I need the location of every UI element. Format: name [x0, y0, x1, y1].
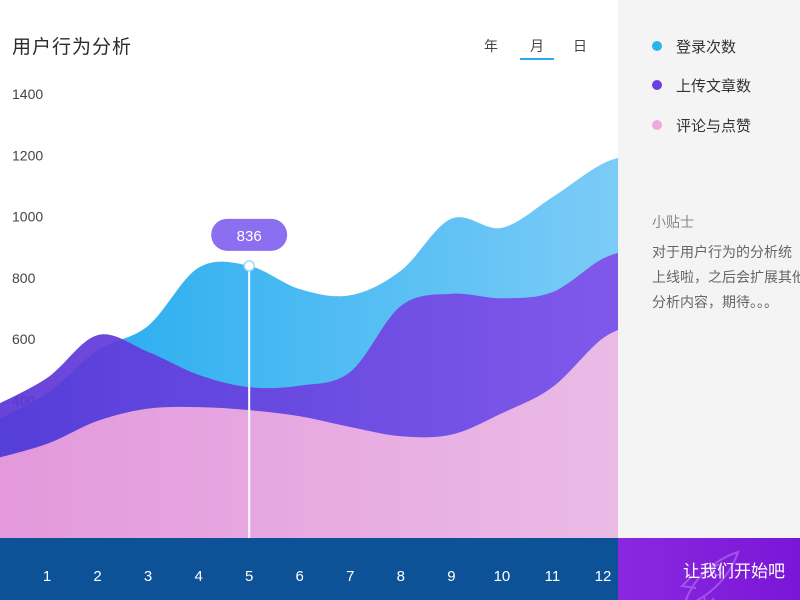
legend-item-comments: 评论与点赞 — [652, 115, 751, 136]
y-tick-label: 1000 — [12, 209, 43, 225]
tooltip-bubble — [211, 218, 288, 251]
period-tab-month[interactable]: 月 — [520, 36, 554, 60]
x-tick-label: 9 — [447, 568, 455, 585]
x-tick-label: 10 — [494, 568, 511, 585]
x-tick-label: 5 — [245, 568, 253, 585]
tip-title: 小贴士 — [652, 214, 694, 230]
start-button[interactable]: 让我们开始吧 — [618, 538, 800, 600]
x-axis: 1 2 3 4 5 6 7 8 9 10 11 12 — [43, 568, 612, 585]
x-tick-label: 1 — [43, 568, 51, 585]
x-tick-label: 6 — [296, 568, 304, 585]
period-tab-year[interactable]: 年 — [484, 38, 498, 54]
x-tick-label: 3 — [144, 568, 152, 585]
legend-item-logins: 登录次数 — [652, 36, 736, 57]
x-axis-band: 1 2 3 4 5 6 7 8 9 10 11 12 — [0, 538, 618, 600]
legend-label-comments: 评论与点赞 — [676, 118, 752, 135]
legend-label-logins: 登录次数 — [676, 39, 737, 56]
y-tick-label: 600 — [12, 331, 36, 347]
legend-label-uploads: 上传文章数 — [676, 78, 752, 95]
legend-dot-logins — [652, 41, 662, 51]
x-tick-label: 2 — [93, 568, 101, 585]
period-tab-day[interactable]: 日 — [573, 38, 587, 54]
y-tick-label: 800 — [12, 270, 36, 286]
chart-panel: 用户行为分析 年 月 日 0200400600800100012001400 8… — [0, 36, 618, 538]
x-tick-label: 12 — [595, 568, 612, 585]
tooltip-point[interactable] — [243, 260, 255, 272]
x-tick-label: 7 — [346, 568, 354, 585]
y-tick-label: 1200 — [12, 147, 43, 163]
tooltip-value: 836 — [237, 228, 262, 245]
area-series-comments — [0, 330, 618, 538]
chart-title: 用户行为分析 — [12, 37, 133, 58]
area-chart: 0200400600800100012001400 836 — [0, 86, 618, 538]
rocket-icon — [679, 550, 740, 600]
tip-text: 对于用户行为的分析统 上线啦，之后会扩展其他 分析内容，期待。。。 — [652, 244, 800, 310]
start-button-label: 让我们开始吧 — [683, 561, 785, 581]
y-tick-label: 1400 — [12, 86, 43, 102]
legend-item-uploads: 上传文章数 — [652, 75, 751, 96]
x-tick-label: 4 — [194, 568, 202, 585]
legend-dot-comments — [652, 120, 662, 130]
side-panel: 登录次数 上传文章数 评论与点赞 小贴士 对于用户行为的分析统 上线啦，之后会扩… — [618, 0, 800, 538]
x-tick-label: 8 — [397, 568, 405, 585]
x-tick-label: 11 — [545, 568, 561, 585]
legend-dot-uploads — [652, 80, 662, 90]
